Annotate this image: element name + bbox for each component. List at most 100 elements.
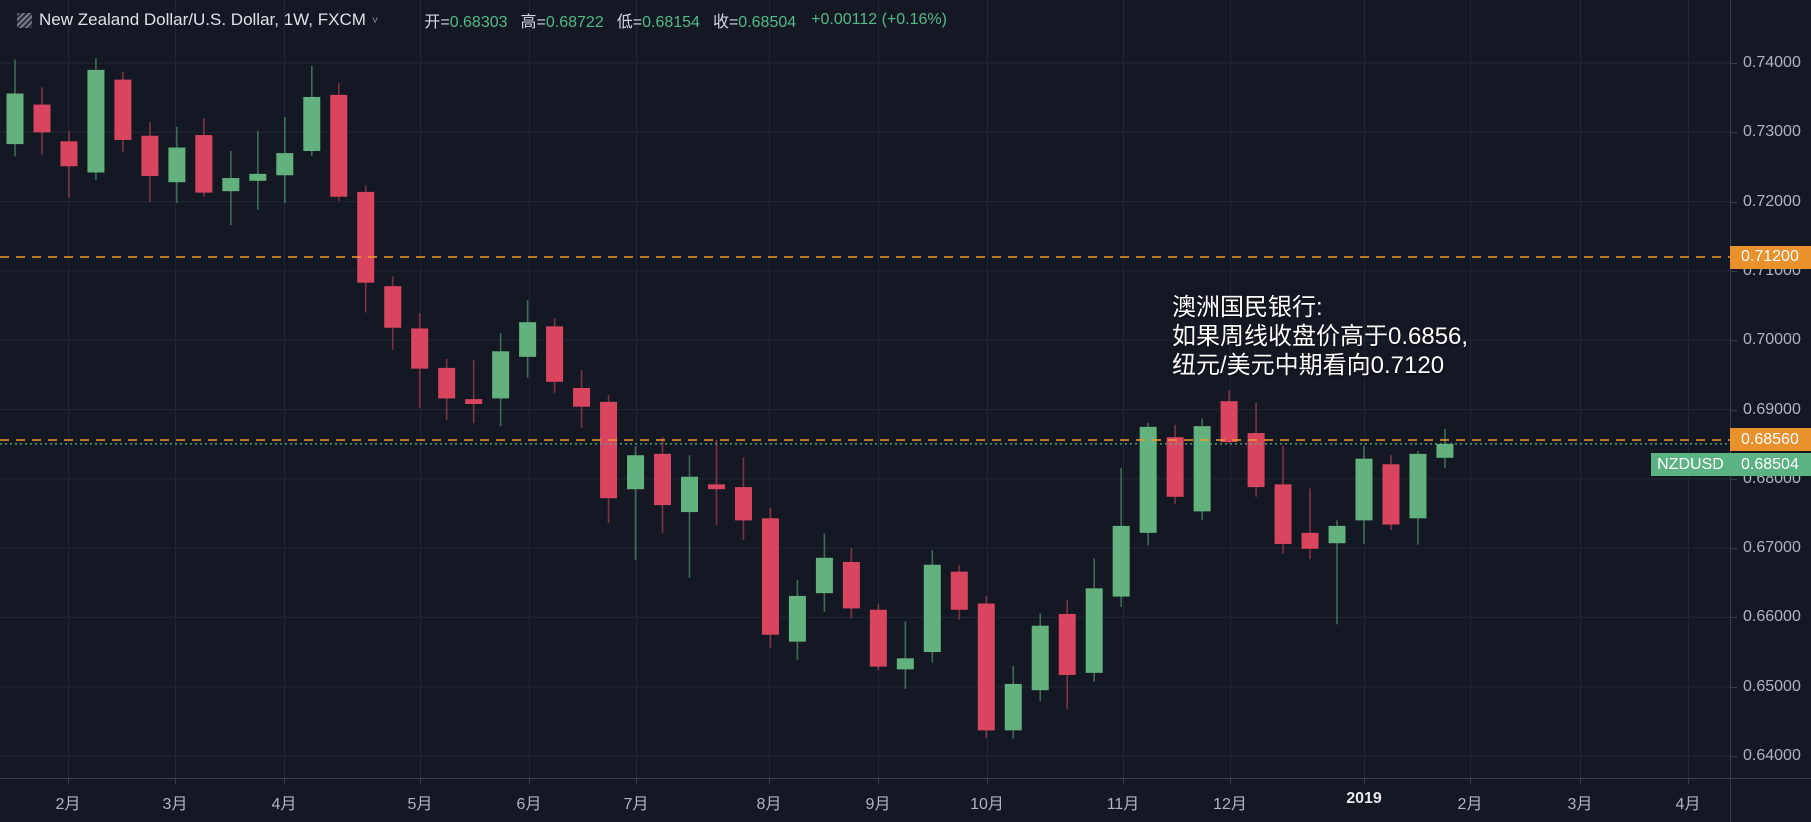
time-tick-label: 7月 xyxy=(623,796,649,813)
price-tick-label: 0.69000 xyxy=(1743,400,1801,418)
time-tick-mark xyxy=(878,778,879,784)
candle-body xyxy=(60,141,78,167)
ohlc-readout: 开=0.68303 高=0.68722 低=0.68154 收=0.68504 … xyxy=(424,8,947,32)
time-tick-label: 4月 xyxy=(271,796,297,813)
time-tick-label: 5月 xyxy=(407,796,433,813)
time-tick-label: 2019 xyxy=(1346,790,1382,807)
ohlc-open: 开=0.68303 xyxy=(424,14,508,31)
price-tick-mark xyxy=(1731,756,1737,757)
candle-body xyxy=(357,191,375,283)
candle-body xyxy=(707,484,725,490)
candle-body xyxy=(303,96,321,152)
chart-legend: New Zealand Dollar/U.S. Dollar, 1W, FXCM… xyxy=(17,8,947,32)
time-tick-mark xyxy=(987,778,988,784)
time-tick-mark xyxy=(529,778,530,784)
price-axis[interactable]: 0.74000 0.73000 0.72000 0.71000 0.70000 0.690… xyxy=(1730,0,1811,822)
ohlc-high: 高=0.68722 xyxy=(520,14,604,31)
time-tick-mark xyxy=(175,778,176,784)
time-tick-mark xyxy=(1688,778,1689,784)
time-tick-label: 3月 xyxy=(1567,796,1593,813)
candle-body xyxy=(546,326,564,382)
time-tick-label: 3月 xyxy=(162,796,188,813)
price-tick-label: 0.74000 xyxy=(1743,54,1801,71)
candle-body xyxy=(411,328,429,369)
annotation-line-3: 纽元/美元中期看向0.7120 xyxy=(1172,352,1445,379)
candle-body xyxy=(977,603,995,731)
price-tick-mark xyxy=(1731,340,1737,342)
candle-body xyxy=(1247,433,1265,488)
price-tick-mark xyxy=(1731,478,1737,480)
time-tick-mark xyxy=(1230,778,1231,784)
candle-body xyxy=(114,79,132,140)
price-tick-mark xyxy=(1731,617,1737,619)
price-tick-label: 0.66000 xyxy=(1743,608,1801,626)
candle-body xyxy=(222,178,240,192)
candle-body xyxy=(87,69,105,173)
candle-body xyxy=(384,286,402,328)
price-level-tag: 0.68560 xyxy=(1730,428,1811,452)
candle-body xyxy=(33,104,51,133)
time-tick-mark xyxy=(284,778,285,784)
candle-body xyxy=(923,564,941,653)
candle-body xyxy=(1301,532,1319,549)
candle-body xyxy=(438,367,456,399)
price-tick-mark xyxy=(1731,686,1737,688)
candle-body xyxy=(492,351,510,399)
price-tick-mark xyxy=(1731,548,1737,550)
candle-body xyxy=(1031,625,1049,691)
candle-body xyxy=(950,571,968,610)
symbol-tag: NZDUSD xyxy=(1651,453,1730,477)
candle-body xyxy=(1355,458,1373,521)
price-tick-mark xyxy=(1731,201,1737,203)
time-tick-mark xyxy=(769,778,770,784)
time-tick-label: 10月 xyxy=(970,796,1004,813)
time-axis[interactable]: 2月 3月 4月 5月 6月 7月 8月 9月 10月 11月 12月 2019 2月 3月 4月 xyxy=(0,778,1811,822)
time-tick-mark xyxy=(1123,778,1124,784)
candle-body xyxy=(654,453,672,506)
candle-body xyxy=(1139,426,1157,533)
time-tick-label: 2月 xyxy=(1457,796,1483,813)
price-level-tag: 0.71200 xyxy=(1730,245,1811,269)
candle-body xyxy=(788,595,806,642)
candle-body xyxy=(600,401,618,499)
time-tick-mark xyxy=(68,778,69,784)
chevron-down-icon[interactable]: ˅ xyxy=(371,15,379,27)
candle-body xyxy=(1220,401,1238,443)
price-tick-mark xyxy=(1731,132,1737,134)
time-tick-mark xyxy=(420,778,421,784)
price-tick-label: 0.65000 xyxy=(1743,677,1801,695)
last-price-tag: 0.68504 xyxy=(1730,453,1811,477)
candle-body xyxy=(1166,437,1184,497)
annotation-line-1: 澳洲国民银行: xyxy=(1172,294,1323,321)
candle-body xyxy=(869,609,887,667)
candle-body xyxy=(1058,613,1076,675)
price-tick-label: 0.64000 xyxy=(1743,747,1801,764)
candle-body xyxy=(519,322,537,357)
time-tick-mark xyxy=(1364,778,1365,784)
candle-body xyxy=(1112,525,1130,597)
candle-body xyxy=(6,93,24,145)
time-tick-label: 9月 xyxy=(865,796,891,813)
annotation-line-2: 如果周线收盘价高于0.6856, xyxy=(1172,323,1469,350)
candle-body xyxy=(815,557,833,594)
instrument-logo-icon xyxy=(17,12,32,28)
candle-body xyxy=(330,94,348,197)
time-tick-label: 11月 xyxy=(1106,796,1140,813)
annotation-text: 澳洲国民银行: 如果周线收盘价高于0.6856, 纽元/美元中期看向0.7120 xyxy=(1172,293,1468,380)
price-tick-mark xyxy=(1731,270,1737,272)
ohlc-low: 低=0.68154 xyxy=(616,14,700,31)
candle-body xyxy=(1274,484,1292,544)
candle-body xyxy=(761,518,779,635)
price-tick-mark xyxy=(1731,409,1737,411)
time-tick-label: 4月 xyxy=(1675,796,1701,813)
candle-body xyxy=(168,147,186,183)
candle-body xyxy=(276,153,294,176)
candle-body xyxy=(1436,443,1454,458)
candle-body xyxy=(1004,683,1022,731)
candle-body xyxy=(681,476,698,513)
ohlc-change: +0.00112 (+0.16%) xyxy=(811,11,947,28)
symbol-title[interactable]: New Zealand Dollar/U.S. Dollar, 1W, FXCM xyxy=(39,10,366,29)
candle-body xyxy=(141,135,159,176)
time-tick-mark xyxy=(636,778,637,784)
